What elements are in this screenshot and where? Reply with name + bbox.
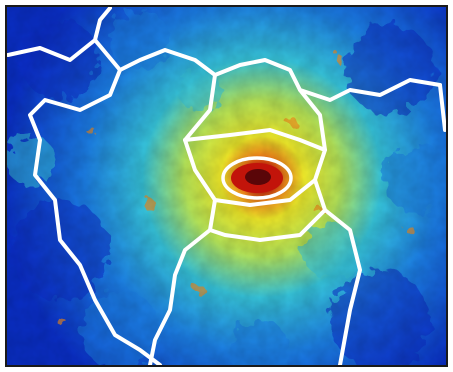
boundary-lines (6, 6, 447, 367)
hotspot-core (221, 156, 293, 200)
map-border (5, 5, 448, 367)
